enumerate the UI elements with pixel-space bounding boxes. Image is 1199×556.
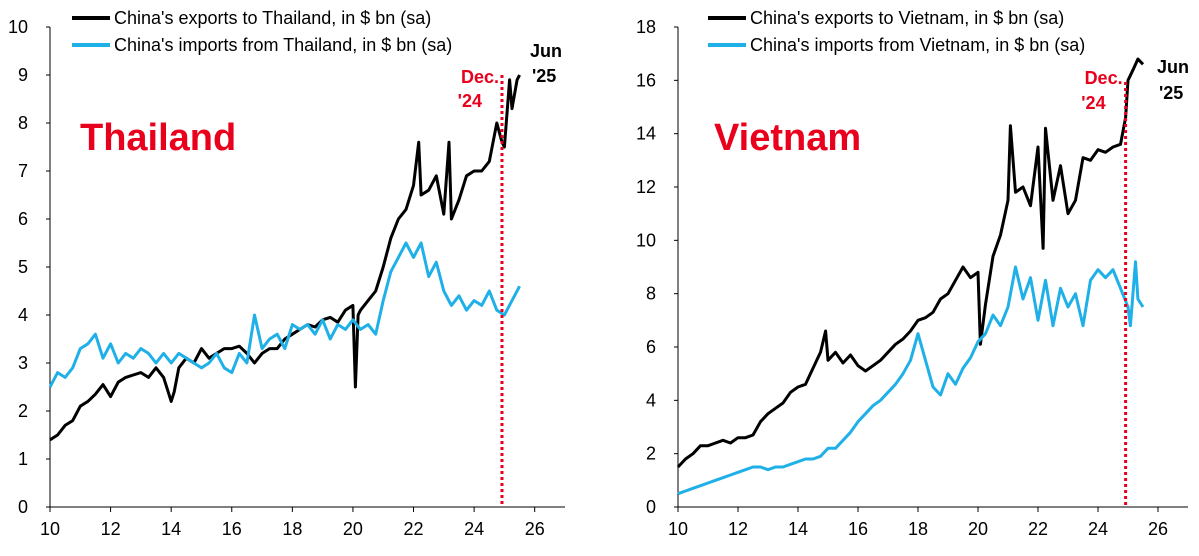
series-line-imports bbox=[48, 241, 521, 388]
legend-entry: China's imports from Thailand, in $ bn (… bbox=[114, 35, 452, 55]
panel-title: Thailand bbox=[80, 117, 236, 159]
y-tick-label: 4 bbox=[18, 305, 28, 325]
x-tick-label: 18 bbox=[282, 519, 302, 539]
dec-24-year-label: '24 bbox=[1081, 93, 1105, 113]
y-tick-label: 14 bbox=[636, 124, 656, 144]
jun-25-year-label: '25 bbox=[1159, 83, 1183, 103]
y-tick-label: 5 bbox=[18, 257, 28, 277]
y-tick-label: 6 bbox=[646, 337, 656, 357]
y-tick-label: 8 bbox=[646, 284, 656, 304]
y-tick-label: 10 bbox=[8, 17, 28, 37]
dec-24-year-label: '24 bbox=[458, 91, 482, 111]
x-tick-label: 14 bbox=[788, 519, 808, 539]
y-tick-label: 6 bbox=[18, 209, 28, 229]
legend: China's exports to Thailand, in $ bn (sa… bbox=[72, 8, 452, 55]
legend: China's exports to Vietnam, in $ bn (sa)… bbox=[708, 8, 1085, 55]
y-tick-label: 9 bbox=[18, 65, 28, 85]
y-tick-label: 0 bbox=[18, 497, 28, 517]
y-tick-label: 16 bbox=[636, 70, 656, 90]
series-line-imports bbox=[677, 260, 1145, 496]
panel-title: Vietnam bbox=[714, 117, 861, 159]
y-tick-label: 10 bbox=[636, 230, 656, 250]
x-tick-label: 20 bbox=[343, 519, 363, 539]
jun-25-year-label: '25 bbox=[532, 66, 556, 86]
y-tick-label: 3 bbox=[18, 353, 28, 373]
x-tick-label: 12 bbox=[728, 519, 748, 539]
x-tick-label: 20 bbox=[968, 519, 988, 539]
x-tick-label: 24 bbox=[1088, 519, 1108, 539]
legend-entry: China's exports to Thailand, in $ bn (sa… bbox=[114, 8, 431, 28]
x-tick-label: 24 bbox=[464, 519, 484, 539]
jun-25-label: Jun bbox=[530, 41, 562, 61]
x-tick-label: 12 bbox=[101, 519, 121, 539]
dec-24-label: Dec. bbox=[1085, 68, 1123, 88]
y-tick-label: 8 bbox=[18, 113, 28, 133]
y-tick-label: 4 bbox=[646, 390, 656, 410]
x-tick-label: 22 bbox=[1028, 519, 1048, 539]
x-tick-label: 16 bbox=[848, 519, 868, 539]
y-tick-label: 2 bbox=[18, 401, 28, 421]
x-tick-label: 10 bbox=[668, 519, 688, 539]
x-tick-label: 18 bbox=[908, 519, 928, 539]
dec-24-label: Dec. bbox=[461, 67, 499, 87]
y-tick-label: 18 bbox=[636, 17, 656, 37]
y-tick-label: 0 bbox=[646, 497, 656, 517]
y-tick-label: 7 bbox=[18, 161, 28, 181]
y-tick-label: 1 bbox=[18, 449, 28, 469]
legend-entry: China's exports to Vietnam, in $ bn (sa) bbox=[750, 8, 1064, 28]
x-tick-label: 22 bbox=[404, 519, 424, 539]
y-tick-label: 12 bbox=[636, 177, 656, 197]
jun-25-label: Jun bbox=[1157, 57, 1189, 77]
x-tick-label: 14 bbox=[161, 519, 181, 539]
x-tick-label: 10 bbox=[40, 519, 60, 539]
x-tick-label: 26 bbox=[1148, 519, 1168, 539]
series-line-exports bbox=[676, 57, 1145, 469]
legend-entry: China's imports from Vietnam, in $ bn (s… bbox=[750, 35, 1085, 55]
x-tick-label: 26 bbox=[525, 519, 545, 539]
x-tick-label: 16 bbox=[222, 519, 242, 539]
y-tick-label: 2 bbox=[646, 444, 656, 464]
